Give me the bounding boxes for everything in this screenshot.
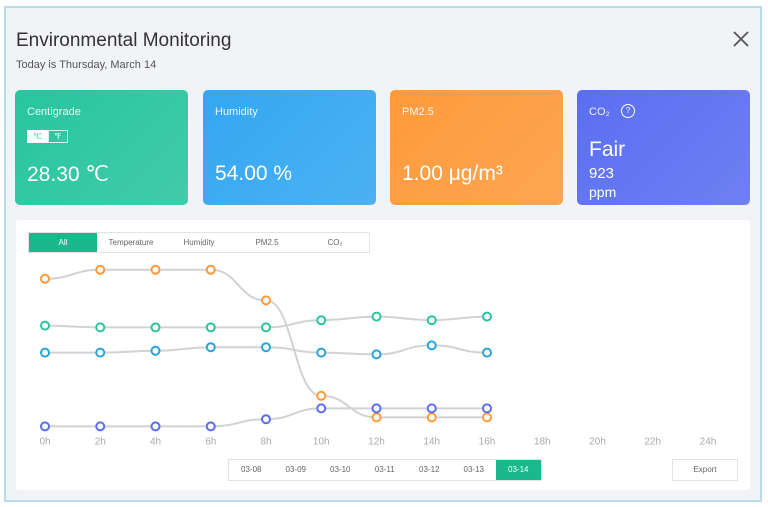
date-button[interactable]: 03-08 bbox=[241, 465, 262, 474]
data-point bbox=[95, 347, 106, 358]
card: CO₂? Fair 923 ppm bbox=[577, 90, 750, 205]
data-point bbox=[316, 403, 327, 414]
help-icon: ? bbox=[621, 104, 635, 118]
x-tick-label: 12h bbox=[368, 437, 385, 448]
date-button[interactable]: 03-14 bbox=[496, 460, 541, 480]
x-tick-label: 6h bbox=[205, 437, 216, 448]
card: PM2.5 1.00 μg/m³ bbox=[390, 90, 563, 205]
x-tick-label: 24h bbox=[700, 437, 717, 448]
data-point bbox=[205, 264, 216, 275]
card: Humidity 54.00 % bbox=[203, 90, 376, 205]
tab[interactable]: Humidity bbox=[183, 238, 215, 247]
date-button[interactable]: 03-12 bbox=[419, 465, 440, 474]
card-value: 1.00 μg/m³ bbox=[402, 162, 503, 185]
card-status: Fair bbox=[589, 138, 626, 161]
export-button[interactable]: Export bbox=[672, 459, 738, 481]
data-point bbox=[371, 403, 382, 414]
card-value: 28.30 ℃ bbox=[27, 163, 109, 186]
close-button[interactable] bbox=[730, 28, 752, 50]
data-point bbox=[95, 421, 106, 432]
data-point bbox=[40, 273, 50, 284]
data-point bbox=[371, 349, 382, 360]
data-point bbox=[482, 311, 492, 322]
tab[interactable]: PM2.5 bbox=[255, 238, 279, 247]
data-point bbox=[482, 347, 492, 358]
data-point bbox=[205, 421, 216, 432]
card: Centigrade ℃ ℉ 28.30 ℃ bbox=[15, 90, 188, 205]
data-point bbox=[426, 403, 437, 414]
x-tick-label: 14h bbox=[423, 437, 440, 448]
tab[interactable]: CO₂ bbox=[327, 238, 343, 247]
data-point bbox=[150, 421, 161, 432]
data-point bbox=[150, 345, 161, 356]
unit-option[interactable]: ℃ bbox=[27, 130, 48, 143]
data-point bbox=[40, 421, 50, 432]
date-button[interactable]: 03-09 bbox=[285, 465, 306, 474]
data-point bbox=[426, 315, 437, 326]
data-point bbox=[316, 390, 327, 401]
card-label: Centigrade bbox=[27, 106, 81, 118]
data-point bbox=[95, 264, 106, 275]
tab[interactable]: All bbox=[29, 233, 97, 252]
data-point bbox=[261, 342, 271, 353]
data-point bbox=[482, 403, 492, 414]
data-point bbox=[316, 347, 327, 358]
unit-toggle: ℃ ℉ bbox=[27, 130, 68, 143]
data-point bbox=[482, 412, 492, 423]
card-label: PM2.5 bbox=[402, 106, 434, 118]
tab[interactable]: Temperature bbox=[108, 238, 154, 247]
data-point bbox=[40, 347, 50, 358]
data-point bbox=[95, 322, 106, 333]
card-label: Humidity bbox=[215, 106, 258, 118]
title: Environmental Monitoring bbox=[16, 30, 232, 51]
x-tick-label: 10h bbox=[313, 437, 330, 448]
data-point bbox=[371, 311, 382, 322]
date-button[interactable]: 03-10 bbox=[330, 465, 351, 474]
x-tick-label: 0h bbox=[39, 437, 50, 448]
x-tick-label: 2h bbox=[95, 437, 106, 448]
x-tick-label: 20h bbox=[589, 437, 606, 448]
data-point bbox=[150, 322, 161, 333]
date-button[interactable]: 03-13 bbox=[463, 465, 484, 474]
date-button[interactable]: 03-11 bbox=[374, 465, 395, 474]
card-value: 54.00 % bbox=[215, 162, 293, 185]
subtitle: Today is Thursday, March 14 bbox=[16, 59, 157, 71]
data-point bbox=[371, 412, 382, 423]
date-selector: 03-08 03-09 03-10 03-11 03-12 03-13 03-14 bbox=[228, 459, 542, 481]
x-tick-label: 16h bbox=[479, 437, 496, 448]
data-point bbox=[426, 412, 437, 423]
data-point bbox=[150, 264, 161, 275]
x-tick-label: 22h bbox=[644, 437, 661, 448]
card-unit: ppm bbox=[589, 184, 617, 200]
card-label: CO₂ bbox=[589, 106, 610, 118]
x-tick-label: 8h bbox=[260, 437, 271, 448]
tabs: All Temperature Humidity PM2.5 CO₂ bbox=[28, 232, 370, 253]
unit-option[interactable]: ℉ bbox=[47, 130, 68, 143]
card-value: 923 bbox=[589, 165, 615, 182]
data-point bbox=[316, 315, 327, 326]
x-tick-label: 18h bbox=[534, 437, 551, 448]
x-tick-label: 4h bbox=[150, 437, 161, 448]
data-point bbox=[261, 295, 271, 306]
data-point bbox=[426, 340, 437, 351]
data-point bbox=[261, 322, 271, 333]
data-point bbox=[261, 414, 271, 425]
data-point bbox=[40, 320, 50, 331]
data-point bbox=[205, 322, 216, 333]
data-point bbox=[205, 342, 216, 353]
